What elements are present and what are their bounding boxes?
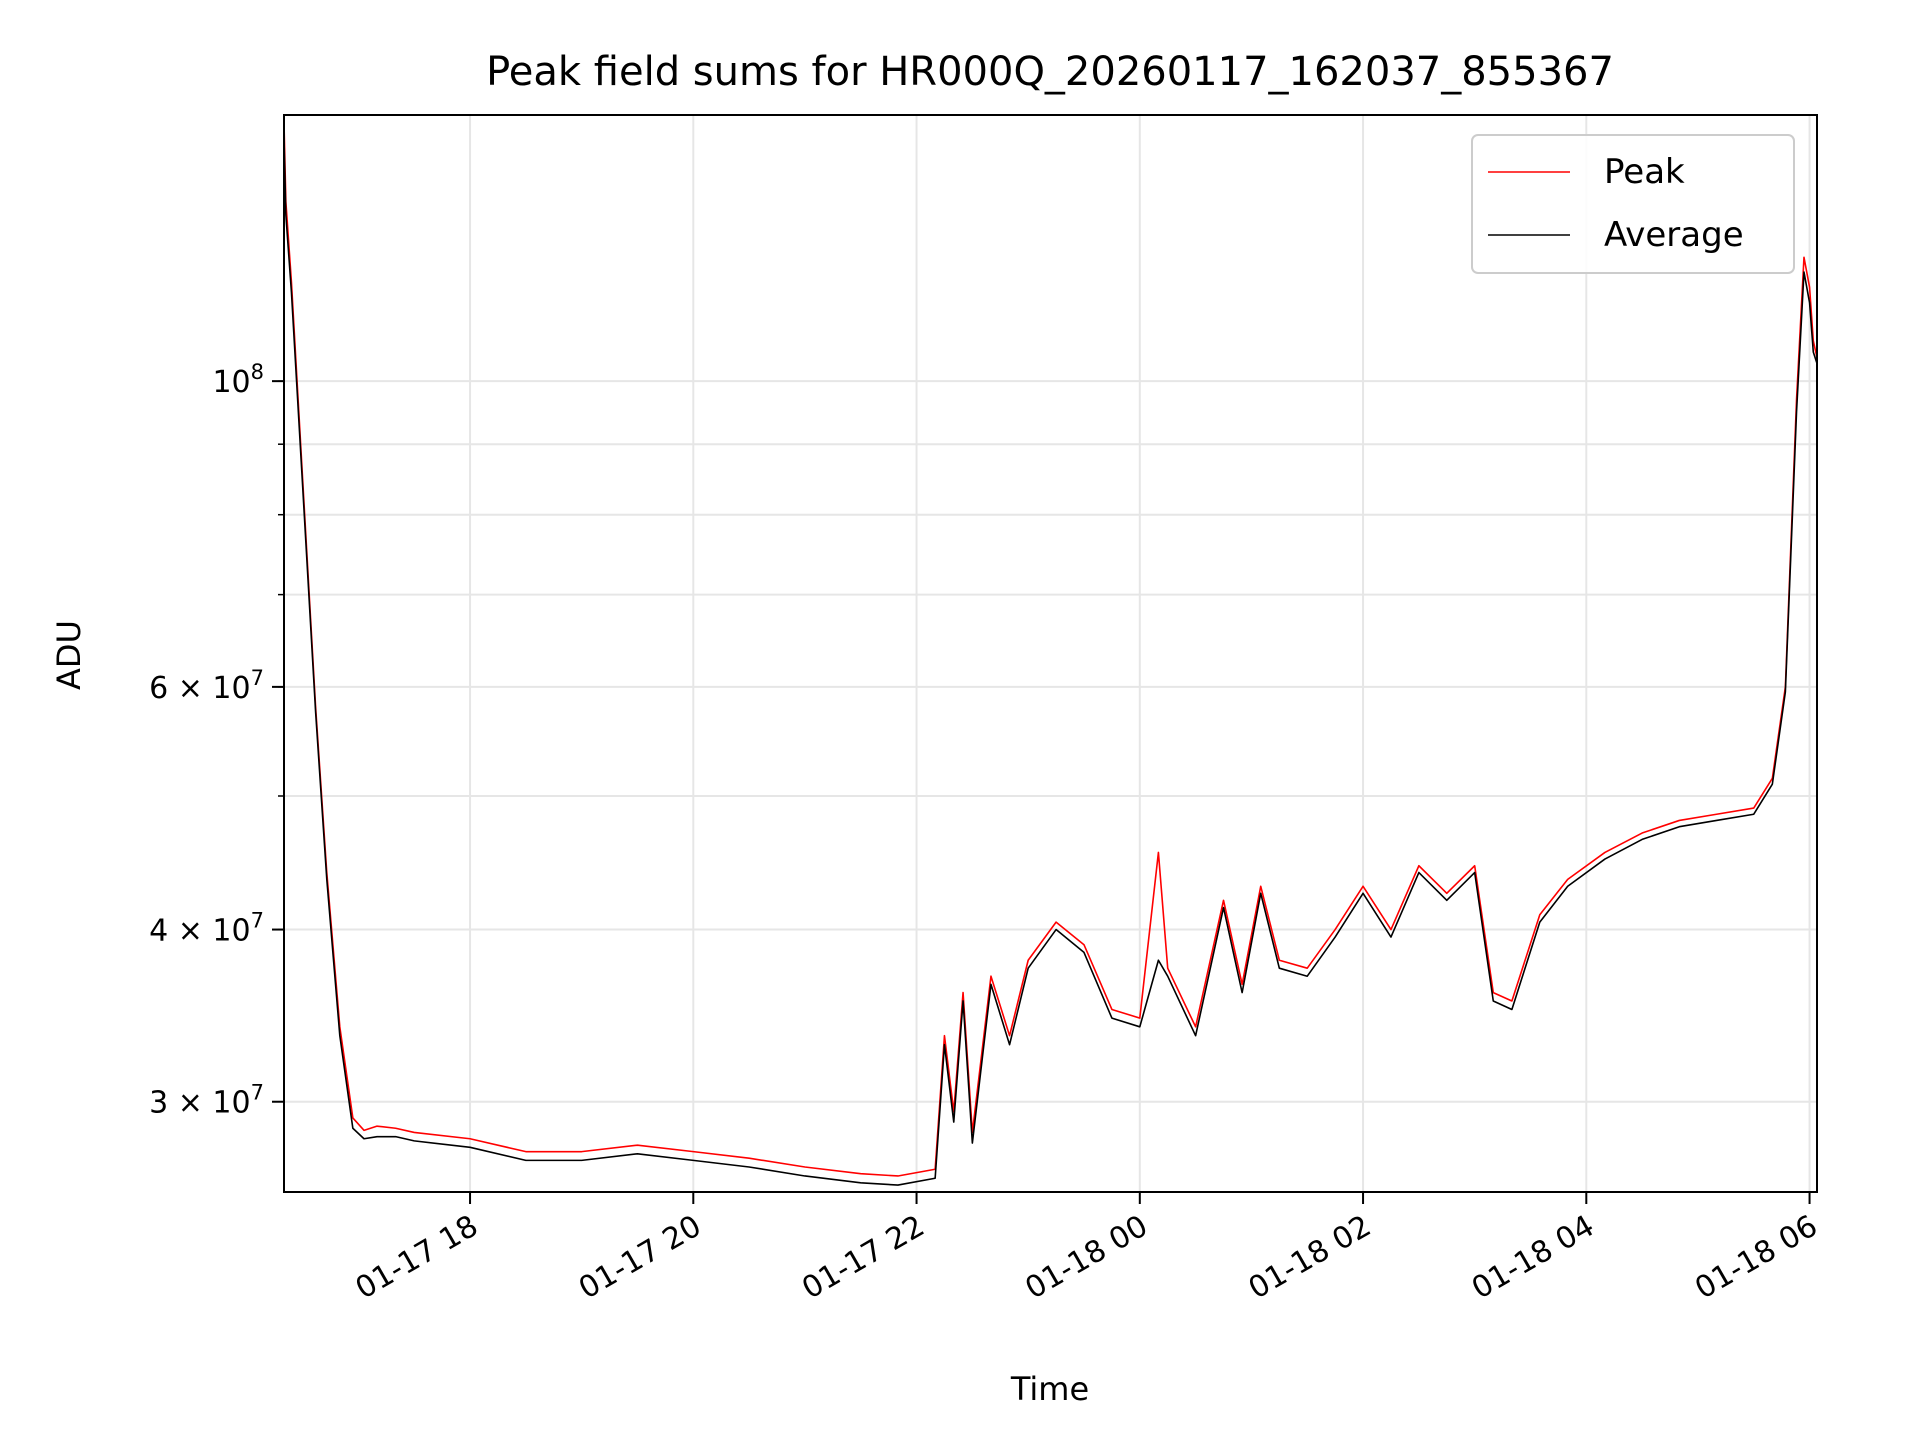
- grid-x: [469, 115, 1811, 1192]
- legend-frame: [1471, 134, 1795, 274]
- chart-title: Peak field sums for HR000Q_20260117_1620…: [486, 49, 1614, 95]
- x-axis-title: Time: [1010, 1370, 1089, 1408]
- y-tick-label: 4 × 107: [149, 909, 264, 949]
- legend: Peak Average: [1471, 134, 1795, 274]
- series-line-average: [283, 138, 1818, 1186]
- y-tick-label: 108: [212, 360, 264, 400]
- y-tick-label: 3 × 107: [149, 1081, 264, 1121]
- y-axis-title: ADU: [50, 620, 88, 690]
- legend-label-peak: Peak: [1604, 152, 1685, 192]
- y-tick-label: 6 × 107: [149, 666, 264, 706]
- y-axis: 3 × 107 4 × 107 6 × 107 108: [149, 360, 284, 1121]
- series-line-peak: [283, 122, 1818, 1177]
- grid-y: [284, 380, 1817, 1103]
- series-layer: [283, 122, 1818, 1186]
- plot-frame: [283, 114, 1818, 1193]
- legend-label-average: Average: [1604, 215, 1744, 255]
